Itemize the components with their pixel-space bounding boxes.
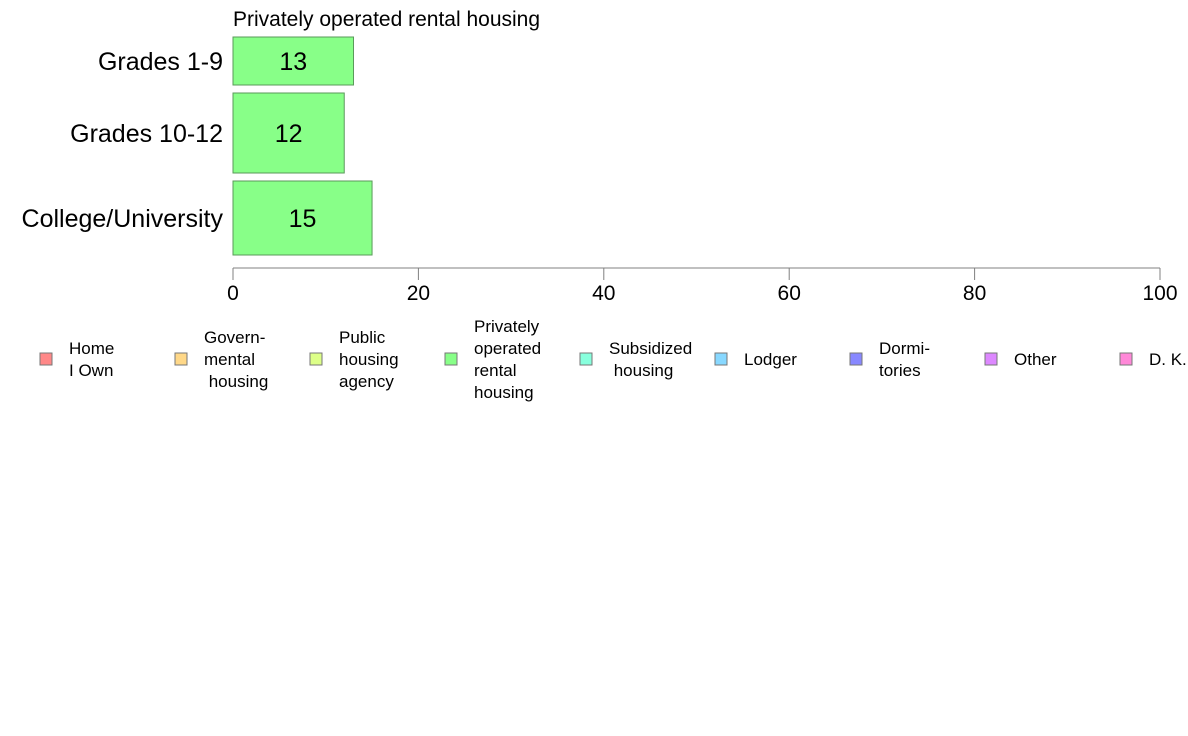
legend-label: Public <box>339 328 386 347</box>
legend-label: Home <box>69 339 114 358</box>
legend-item: Privately operated rental housing <box>444 317 541 402</box>
data-label: 15 <box>289 205 317 233</box>
bar-layer: Grades 1-9 13 Grades 10-12 12 College/Univer… <box>22 36 373 256</box>
x-tick-label: 80 <box>963 282 986 305</box>
bar <box>232 92 345 174</box>
bar <box>232 180 373 256</box>
legend-swatch <box>579 352 593 366</box>
legend-item: Lodger <box>714 350 797 369</box>
legend-label: rental <box>474 361 517 380</box>
legend-item: Govern-mental housing <box>174 328 268 391</box>
x-axis: 0 20 40 60 80 100 <box>227 267 1178 305</box>
legend-item: Subsidized housing <box>579 339 692 380</box>
legend-swatch <box>444 352 458 366</box>
legend-swatch <box>39 352 53 366</box>
legend-swatch <box>849 352 863 366</box>
data-label: 12 <box>275 120 303 148</box>
x-tick-label: 40 <box>592 282 615 305</box>
legend-label: Privately <box>474 317 540 336</box>
x-tick-label: 100 <box>1142 282 1177 305</box>
x-tick-label: 0 <box>227 282 239 305</box>
category-label: Grades 10-12 <box>70 120 223 148</box>
legend-label: housing <box>204 372 268 391</box>
legend-label: Other <box>1014 350 1057 369</box>
legend-item: Public housing agency <box>309 328 399 391</box>
bar <box>232 36 355 86</box>
legend-label: operated <box>474 339 541 358</box>
legend-item: Dormi-tories <box>849 339 930 380</box>
x-tick-label: 60 <box>778 282 801 305</box>
legend-swatch <box>174 352 188 366</box>
legend-swatch <box>984 352 998 366</box>
category-label: Grades 1-9 <box>98 48 223 76</box>
legend-label: I Own <box>69 361 113 380</box>
legend-label: tories <box>879 361 921 380</box>
legend-label: Dormi- <box>879 339 930 358</box>
legend-label: Lodger <box>744 350 797 369</box>
legend-label: mental <box>204 350 255 369</box>
legend-label: housing <box>474 383 534 402</box>
legend-label: agency <box>339 372 394 391</box>
legend-swatch <box>1119 352 1133 366</box>
legend: Home I Own Govern-mental housing Public hous… <box>39 317 1187 402</box>
legend-swatch <box>309 352 323 366</box>
legend-label: housing <box>609 361 673 380</box>
legend-item: Other <box>984 350 1057 369</box>
legend-label: Govern- <box>204 328 265 347</box>
data-label: 13 <box>279 48 307 76</box>
legend-label: housing <box>339 350 399 369</box>
legend-item: Home I Own <box>39 339 114 380</box>
chart-title: Privately operated rental housing <box>233 8 540 31</box>
legend-label: D. K. <box>1149 350 1187 369</box>
legend-swatch <box>714 352 728 366</box>
category-label: College/University <box>22 205 224 233</box>
legend-item: D. K. <box>1119 350 1187 369</box>
legend-label: Subsidized <box>609 339 692 358</box>
x-tick-label: 20 <box>407 282 430 305</box>
